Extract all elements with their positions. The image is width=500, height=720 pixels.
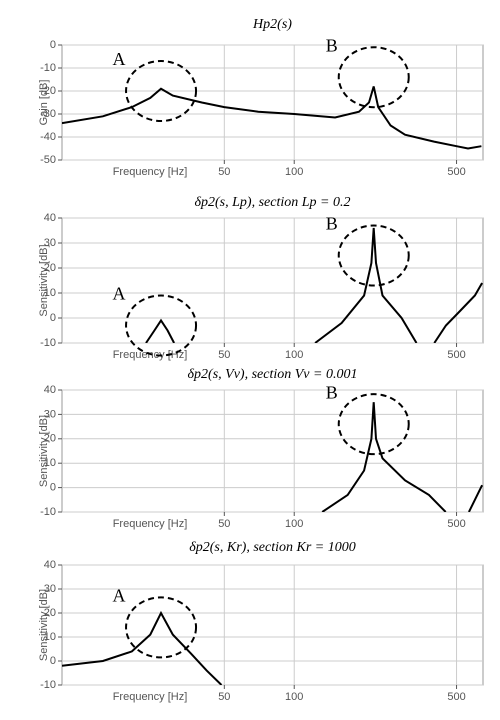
y-tick-label: 0 [50, 655, 56, 667]
annotation-label: A [113, 49, 126, 69]
annotation-label: A [113, 586, 126, 606]
x-tick-label: 50 [218, 518, 230, 530]
y-tick-label: 40 [44, 559, 56, 571]
x-tick-label: 50 [218, 691, 230, 703]
x-tick-label: 100 [285, 691, 303, 703]
y-axis-label: Gain [dB] [38, 80, 50, 126]
x-axis-label: Frequency [Hz] [113, 691, 188, 703]
x-tick-label: 50 [218, 349, 230, 361]
x-tick-label: 100 [285, 166, 303, 178]
y-tick-label: 0 [50, 312, 56, 324]
x-tick-label: 100 [285, 518, 303, 530]
x-axis-label: Frequency [Hz] [113, 166, 188, 178]
x-tick-label: 500 [447, 691, 465, 703]
panel-title: δp2(s, Kr), section Kr = 1000 [189, 540, 355, 555]
y-tick-label: -40 [40, 131, 56, 143]
y-axis-label: Sensitivity [dB] [38, 415, 50, 487]
y-tick-label: 0 [50, 39, 56, 51]
annotation-label: B [326, 382, 338, 402]
x-tick-label: 100 [285, 349, 303, 361]
y-tick-label: -10 [40, 62, 56, 74]
y-tick-label: -10 [40, 337, 56, 349]
y-axis-label: Sensitivity [dB] [38, 589, 50, 661]
y-tick-label: 40 [44, 384, 56, 396]
plot-area [62, 565, 483, 685]
x-tick-label: 500 [447, 349, 465, 361]
y-tick-label: -10 [40, 679, 56, 691]
panel-title: δp2(s, Lp), section Lp = 0.2 [195, 195, 351, 210]
y-tick-label: 0 [50, 482, 56, 494]
y-tick-label: 40 [44, 212, 56, 224]
annotation-label: A [113, 284, 126, 304]
annotation-label: B [326, 35, 338, 55]
chart: Hp2(s)0-10-20-30-40-5050100500Frequency … [0, 0, 500, 720]
plot-area [62, 390, 483, 512]
y-axis-label: Sensitivity [dB] [38, 244, 50, 316]
panel-title: δp2(s, Vv), section Vv = 0.001 [188, 367, 358, 382]
x-tick-label: 50 [218, 166, 230, 178]
x-tick-label: 500 [447, 518, 465, 530]
y-tick-label: -10 [40, 506, 56, 518]
x-tick-label: 500 [447, 166, 465, 178]
y-tick-label: -50 [40, 154, 56, 166]
annotation-label: B [326, 214, 338, 234]
panel-title: Hp2(s) [252, 17, 292, 32]
x-axis-label: Frequency [Hz] [113, 518, 188, 530]
